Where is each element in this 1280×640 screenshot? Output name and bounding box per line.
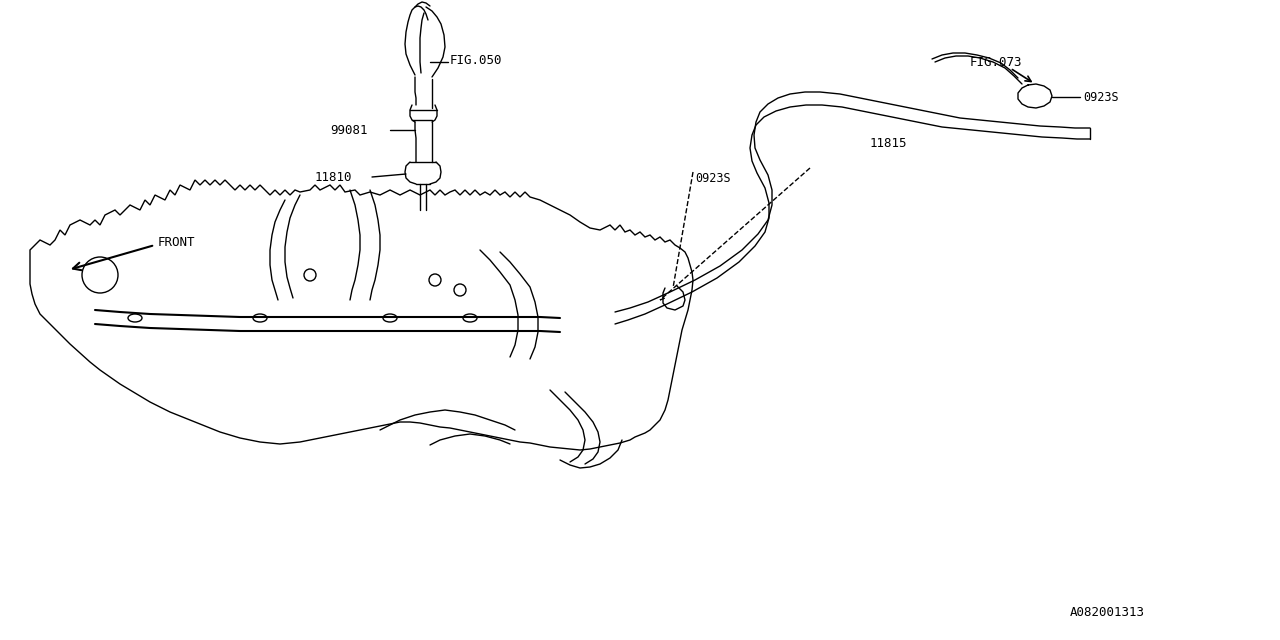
Text: 11815: 11815 [870, 136, 908, 150]
Text: FIG.073: FIG.073 [970, 56, 1023, 68]
Text: 99081: 99081 [330, 124, 367, 136]
Text: 11810: 11810 [315, 170, 352, 184]
Text: FIG.050: FIG.050 [451, 54, 503, 67]
Text: FRONT: FRONT [157, 236, 196, 248]
Text: 0923S: 0923S [1083, 90, 1119, 104]
Text: 0923S: 0923S [695, 172, 731, 184]
Text: A082001313: A082001313 [1070, 605, 1146, 618]
